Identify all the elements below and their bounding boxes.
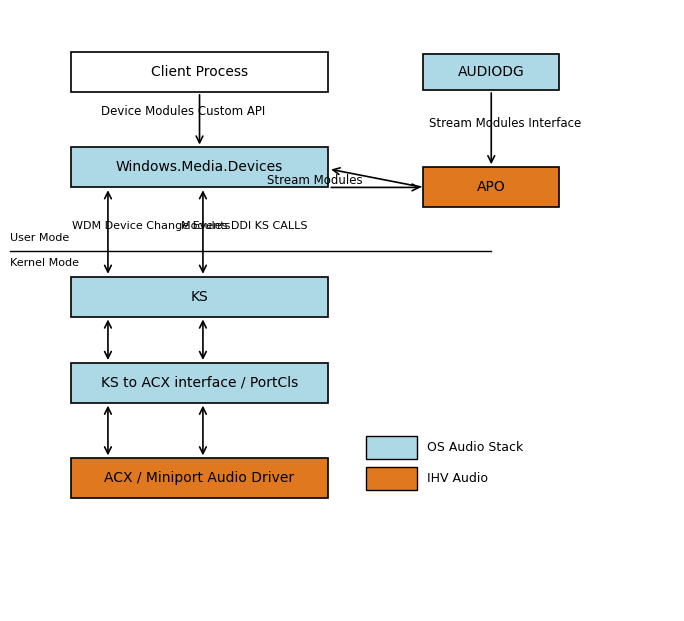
FancyBboxPatch shape: [423, 167, 559, 207]
Text: Kernel Mode: Kernel Mode: [10, 258, 79, 268]
FancyBboxPatch shape: [70, 52, 328, 92]
Text: ACX / Miniport Audio Driver: ACX / Miniport Audio Driver: [105, 471, 295, 485]
Text: Modules DDI KS CALLS: Modules DDI KS CALLS: [181, 221, 308, 231]
Text: Windows.Media.Devices: Windows.Media.Devices: [116, 160, 283, 175]
FancyBboxPatch shape: [70, 276, 328, 317]
FancyBboxPatch shape: [366, 436, 417, 460]
FancyBboxPatch shape: [366, 467, 417, 490]
Text: WDM Device Change Events: WDM Device Change Events: [72, 221, 231, 231]
Text: IHV Audio: IHV Audio: [427, 472, 488, 485]
Text: Client Process: Client Process: [151, 65, 248, 79]
Text: Device Modules Custom API: Device Modules Custom API: [101, 105, 265, 118]
Text: Stream Modules: Stream Modules: [267, 174, 363, 187]
Text: User Mode: User Mode: [10, 233, 69, 243]
Text: APO: APO: [477, 180, 505, 194]
FancyBboxPatch shape: [423, 55, 559, 90]
FancyBboxPatch shape: [70, 147, 328, 188]
Text: KS: KS: [191, 289, 209, 304]
FancyBboxPatch shape: [70, 458, 328, 498]
Text: OS Audio Stack: OS Audio Stack: [427, 442, 523, 454]
FancyBboxPatch shape: [70, 363, 328, 403]
Text: AUDIODG: AUDIODG: [458, 65, 525, 79]
Text: KS to ACX interface / PortCls: KS to ACX interface / PortCls: [101, 376, 298, 390]
Text: Stream Modules Interface: Stream Modules Interface: [429, 117, 581, 130]
